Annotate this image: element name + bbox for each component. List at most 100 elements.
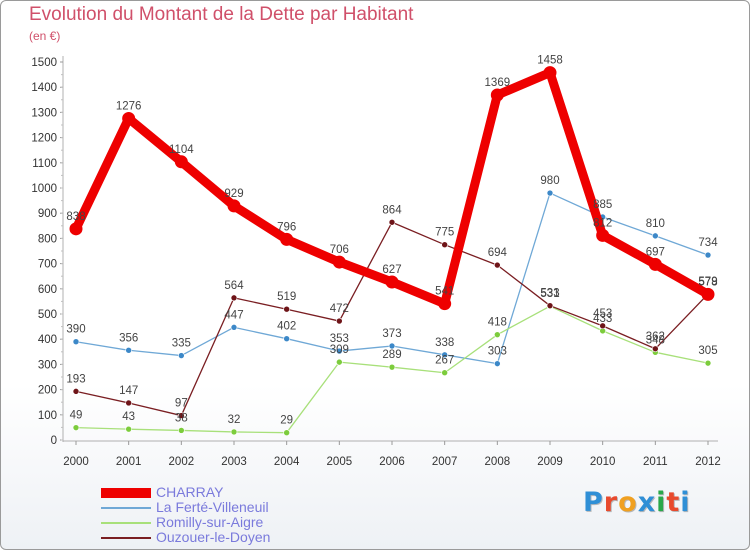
y-tick-label: 1300 — [31, 107, 57, 119]
y-tick-label: 1200 — [31, 133, 57, 145]
data-label: 775 — [435, 227, 454, 239]
y-tick-label: 500 — [38, 309, 57, 321]
y-tick-label: 600 — [38, 284, 57, 296]
legend-label: Romilly-sur-Aigre — [156, 514, 264, 530]
legend-swatch — [101, 488, 151, 498]
data-point — [494, 261, 501, 269]
data-point — [336, 347, 343, 355]
data-point — [441, 241, 448, 248]
x-tick-label: 2006 — [379, 456, 405, 468]
data-label: 980 — [540, 175, 559, 187]
legend-item: CHARRAY — [101, 484, 401, 501]
x-tick-label: 2005 — [327, 456, 353, 468]
series-layer — [69, 66, 715, 436]
data-point — [227, 199, 241, 213]
x-tick-label: 2000 — [63, 456, 89, 468]
data-label: 32 — [228, 414, 241, 426]
data-label: 796 — [277, 221, 296, 233]
data-label: 49 — [70, 410, 83, 422]
data-label: 335 — [172, 338, 191, 350]
data-label: 627 — [382, 264, 401, 276]
data-point — [704, 251, 712, 259]
legend-swatch — [101, 507, 151, 509]
y-tick-label: 200 — [38, 385, 57, 397]
data-point — [72, 388, 80, 395]
legend-label: La Ferté-Villeneuil — [156, 499, 269, 515]
line-chart: 0 100 200 300 400 500 600 700 800 900 1000 1100 1200… — [31, 55, 721, 468]
x-tick-label: 2011 — [643, 456, 668, 468]
data-label: 267 — [435, 355, 454, 367]
data-point — [701, 287, 715, 301]
y-tick-label: 1400 — [31, 82, 57, 94]
data-point — [230, 294, 238, 302]
data-label: 1276 — [116, 100, 142, 112]
data-label: 533 — [540, 288, 559, 300]
data-label: 579 — [698, 276, 717, 288]
data-label: 694 — [488, 247, 508, 259]
legend-label: Ouzouer-le-Doyen — [156, 529, 271, 545]
data-point — [388, 218, 396, 226]
data-label: 706 — [330, 244, 349, 256]
y-tick-label: 700 — [38, 259, 57, 271]
data-label: 929 — [224, 188, 243, 200]
data-label: 810 — [646, 218, 665, 230]
legend-item: Romilly-sur-Aigre — [101, 514, 401, 531]
data-point — [388, 342, 396, 350]
legend-swatch — [101, 522, 151, 524]
data-point — [704, 359, 712, 367]
legend-swatch — [101, 537, 151, 539]
data-label: 519 — [277, 291, 296, 303]
data-point — [72, 338, 80, 346]
data-point — [283, 429, 290, 436]
data-label: 402 — [277, 321, 296, 333]
data-point — [385, 275, 399, 289]
legend-item: La Ferté-Villeneuil — [101, 499, 401, 516]
data-point — [125, 346, 132, 354]
series-line-3 — [75, 221, 709, 417]
data-label: 472 — [330, 303, 349, 315]
data-label: 531 — [540, 288, 559, 300]
data-label: 289 — [382, 349, 401, 361]
data-point — [230, 428, 238, 436]
data-label: 578 — [698, 276, 717, 288]
data-point — [546, 189, 554, 197]
data-point — [652, 232, 659, 240]
y-tick-label: 800 — [38, 233, 57, 245]
data-point — [69, 222, 83, 236]
data-label: 29 — [280, 415, 293, 427]
x-tick-label: 2003 — [221, 456, 247, 468]
data-label: 303 — [488, 346, 507, 358]
data-point — [490, 88, 504, 102]
data-point — [596, 228, 610, 242]
data-point — [174, 155, 188, 169]
data-label: 43 — [122, 411, 135, 423]
y-tick-label: 300 — [38, 359, 57, 371]
data-label: 362 — [646, 331, 665, 343]
data-label: 97 — [175, 398, 188, 410]
data-label: 348 — [646, 334, 665, 346]
data-label: 734 — [698, 237, 718, 249]
x-tick-label: 2010 — [590, 456, 616, 468]
data-point — [283, 335, 290, 342]
legend-item: Ouzouer-le-Doyen — [101, 529, 401, 546]
data-point — [388, 363, 396, 371]
data-label: 453 — [593, 308, 612, 320]
x-tick-label: 2008 — [485, 456, 511, 468]
data-point — [178, 412, 185, 419]
chart-title: Evolution du Montant de la Dette par Hab… — [29, 4, 414, 25]
x-tick-label: 2002 — [169, 456, 195, 468]
data-point — [125, 399, 132, 407]
y-tick-label: 1100 — [32, 158, 57, 170]
data-point — [122, 111, 136, 125]
x-tick-label: 2007 — [432, 456, 458, 468]
data-point — [494, 331, 501, 338]
x-tick-label: 2012 — [695, 456, 721, 468]
data-label: 838 — [66, 211, 85, 223]
data-point — [336, 317, 343, 325]
data-label: 812 — [593, 217, 612, 229]
data-label: 447 — [224, 309, 243, 321]
data-point — [441, 351, 448, 359]
data-labels-layer: 838 1276 1104 929 796 706 627 541 1369 1458 812 697… — [66, 55, 718, 427]
chart-subtitle: (en €) — [29, 29, 61, 43]
